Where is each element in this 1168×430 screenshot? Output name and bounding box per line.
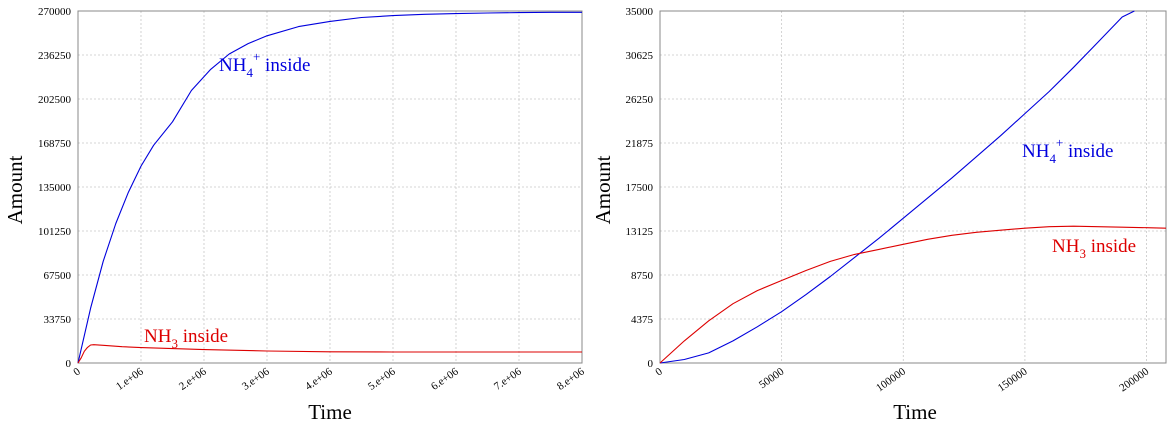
left-x-tick-label: 2.e+06: [177, 365, 209, 393]
left-y-tick-label: 67500: [44, 270, 72, 282]
right-nh4-label-tail: inside: [1063, 141, 1113, 162]
right-y-tick-label: 26250: [626, 94, 654, 106]
left-nh4-label-sub: 4: [246, 65, 253, 80]
right-x-axis-label: Time: [893, 400, 937, 424]
left-nh4-label-tail: inside: [260, 55, 310, 76]
left-y-tick-label: 168750: [38, 138, 72, 150]
right-plot-frame: [659, 10, 1167, 364]
left-nh4-label-sup: +: [253, 49, 260, 64]
left-x-tick-label: 5.e+06: [366, 365, 398, 393]
right-grid: [660, 11, 1166, 363]
right-nh3-label-sub: 3: [1079, 246, 1086, 261]
left-nh3-annotation: NH3 inside: [144, 326, 228, 351]
left-plot-frame: [77, 10, 583, 364]
left-x-tick-label: 1.e+06: [114, 365, 146, 393]
right-y-tick-label: 21875: [626, 138, 654, 150]
right-y-axis-label: Amount: [591, 155, 615, 224]
right-nh3-label-tail: inside: [1086, 236, 1136, 257]
right-x-tick-label: 150000: [996, 365, 1030, 394]
right-y-tick-label: 0: [648, 358, 654, 370]
left-x-tick-label: 0: [71, 365, 83, 378]
right-y-tick-label: 13125: [626, 226, 654, 238]
left-x-ticks: 0 1.e+06 2.e+06 3.e+06 4.e+06 5.e+06 6.e+06 7.e…: [71, 365, 587, 393]
left-x-tick-label: 3.e+06: [240, 365, 272, 393]
left-x-axis-label: Time: [308, 400, 352, 424]
right-x-tick-label: 0: [653, 365, 665, 378]
left-nh4-inside-line: [77, 11, 582, 364]
left-y-tick-label: 202500: [38, 94, 72, 106]
right-x-tick-label: 50000: [757, 365, 787, 391]
left-nh3-label-tail: inside: [178, 326, 228, 347]
left-nh3-label-sub: 3: [171, 336, 178, 351]
right-y-ticks: 0 4375 8750 13125 17500 21875 26250 30625 35000: [626, 6, 654, 370]
left-y-tick-label: 236250: [38, 50, 72, 62]
left-y-ticks: 0 33750 67500 101250 135000 168750 202500 23625…: [38, 6, 72, 370]
left-nh3-label-main: NH: [144, 326, 172, 347]
right-nh3-annotation: NH3 inside: [1052, 236, 1136, 261]
left-x-tick-label: 7.e+06: [492, 365, 524, 393]
right-y-tick-label: 17500: [626, 182, 654, 194]
left-x-tick-label: 8.e+06: [555, 365, 587, 393]
left-y-tick-label: 270000: [38, 6, 72, 18]
left-nh3-inside-line: [77, 344, 582, 364]
left-y-tick-label: 0: [66, 358, 72, 370]
right-nh4-annotation: NH4+ inside: [1022, 135, 1113, 166]
right-chart: 0 50000 100000 150000 200000 0 4375 8750 13125 1…: [591, 6, 1167, 424]
right-x-tick-label: 200000: [1117, 365, 1151, 394]
right-y-tick-label: 30625: [626, 50, 654, 62]
right-x-ticks: 0 50000 100000 150000 200000: [653, 365, 1151, 394]
right-nh4-label-sub: 4: [1049, 151, 1056, 166]
right-nh4-label-sup: +: [1056, 135, 1063, 150]
right-nh3-inside-line: [659, 225, 1167, 364]
right-nh3-label-main: NH: [1052, 236, 1080, 257]
right-series: [659, 10, 1167, 364]
right-y-tick-label: 8750: [631, 270, 654, 282]
right-y-tick-label: 35000: [626, 6, 654, 18]
left-y-tick-label: 101250: [38, 226, 72, 238]
right-x-tick-label: 100000: [874, 365, 908, 394]
left-nh4-annotation: NH4+ inside: [219, 49, 310, 80]
left-grid: [78, 11, 582, 363]
left-y-tick-label: 33750: [44, 314, 72, 326]
left-y-axis-label: Amount: [3, 155, 27, 224]
right-nh4-inside-line: [659, 10, 1135, 364]
right-nh4-label-main: NH: [1022, 141, 1050, 162]
left-x-tick-label: 4.e+06: [303, 365, 335, 393]
right-y-tick-label: 4375: [631, 314, 654, 326]
left-y-tick-label: 135000: [38, 182, 72, 194]
left-chart: 0 1.e+06 2.e+06 3.e+06 4.e+06 5.e+06 6.e+06 7.e…: [3, 6, 587, 424]
left-x-tick-label: 6.e+06: [429, 365, 461, 393]
left-series: [77, 11, 582, 364]
left-nh4-label-main: NH: [219, 55, 247, 76]
